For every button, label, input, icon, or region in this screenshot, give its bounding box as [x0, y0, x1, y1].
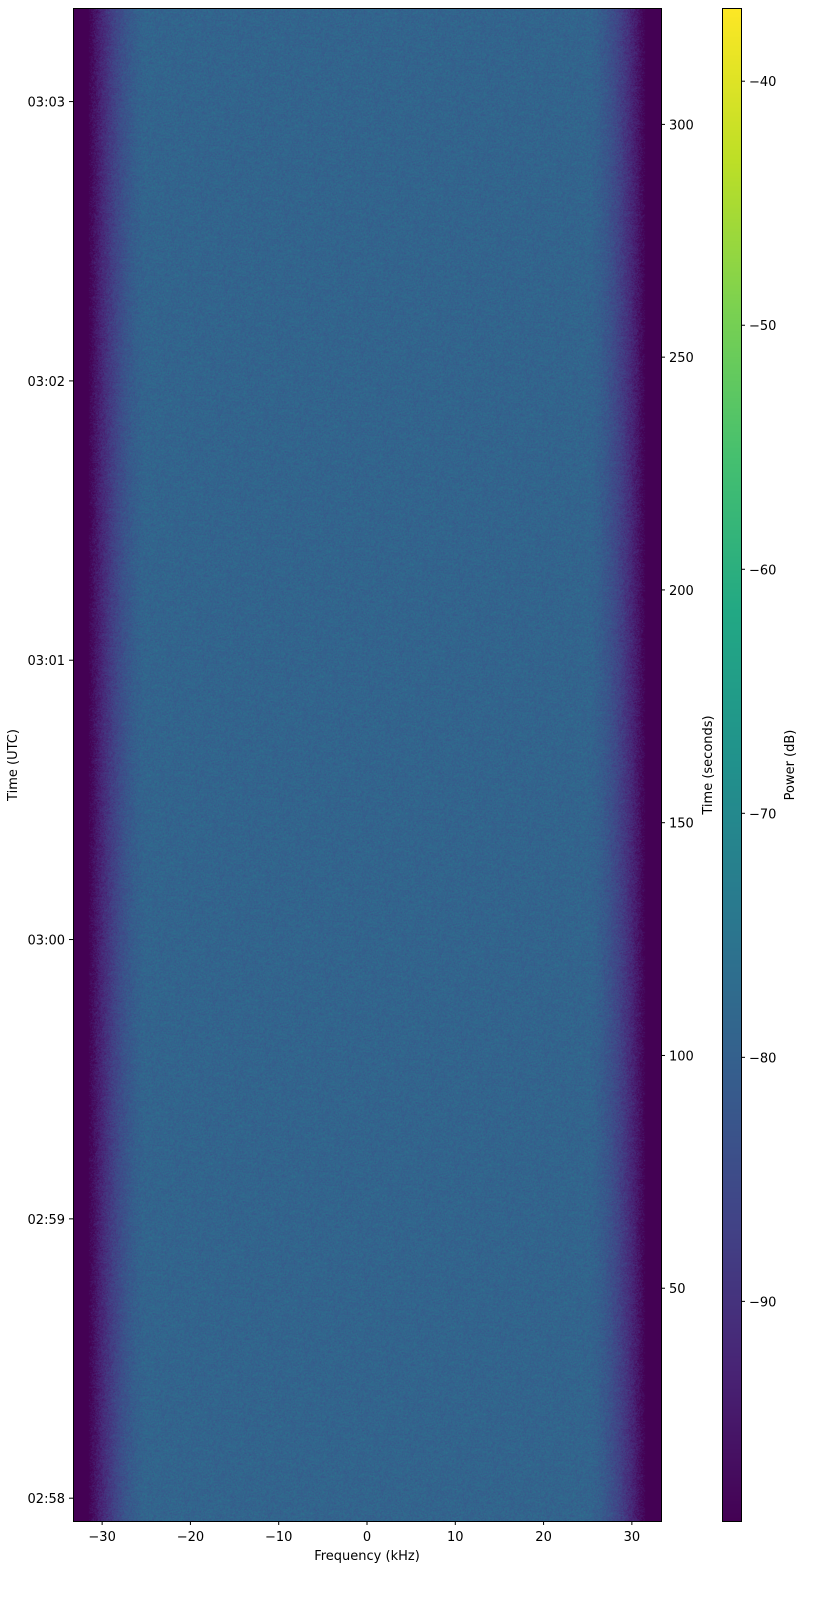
colorbar-frame [722, 8, 742, 1522]
y-left-tick-label: 03:03 [28, 96, 65, 111]
colorbar-tick-label: −50 [749, 319, 776, 334]
x-tick-label: 0 [363, 1530, 371, 1545]
y-left-tick-label: 03:02 [28, 375, 65, 390]
x-tick-label: 30 [624, 1530, 641, 1545]
y-right-tick-label: 200 [669, 584, 694, 599]
x-tick-label: −20 [177, 1530, 204, 1545]
y-left-tick-label: 02:59 [28, 1213, 65, 1228]
x-tick-label: −10 [265, 1530, 292, 1545]
x-tick-label: 20 [535, 1530, 552, 1545]
y-right-tick-label: 100 [669, 1049, 694, 1064]
colorbar-tick-label: −90 [749, 1295, 776, 1310]
colorbar-tick-label: −70 [749, 807, 776, 822]
y-left-tick-label: 03:00 [28, 934, 65, 949]
spectrogram-heatmap [73, 8, 661, 1521]
y-left-tick-label: 03:01 [28, 654, 65, 669]
y-right-tick-label: 250 [669, 351, 694, 366]
x-tick-label: −30 [88, 1530, 115, 1545]
x-tick-label: 10 [447, 1530, 464, 1545]
colorbar-tick-label: −40 [749, 75, 776, 90]
colorbar [722, 8, 741, 1521]
y-right-axis-label: Time (seconds) [701, 715, 716, 815]
y-right-tick-label: 150 [669, 817, 694, 832]
y-left-tick-label: 02:58 [28, 1492, 65, 1507]
y-right-tick-label: 300 [669, 118, 694, 133]
x-axis-label: Frequency (kHz) [314, 1549, 420, 1564]
plot-frame [73, 8, 662, 1522]
y-right-tick-label: 50 [669, 1282, 686, 1297]
y-left-axis-label: Time (UTC) [6, 729, 21, 802]
colorbar-tick-label: −60 [749, 563, 776, 578]
colorbar-label: Power (dB) [783, 730, 798, 801]
colorbar-tick-label: −80 [749, 1051, 776, 1066]
